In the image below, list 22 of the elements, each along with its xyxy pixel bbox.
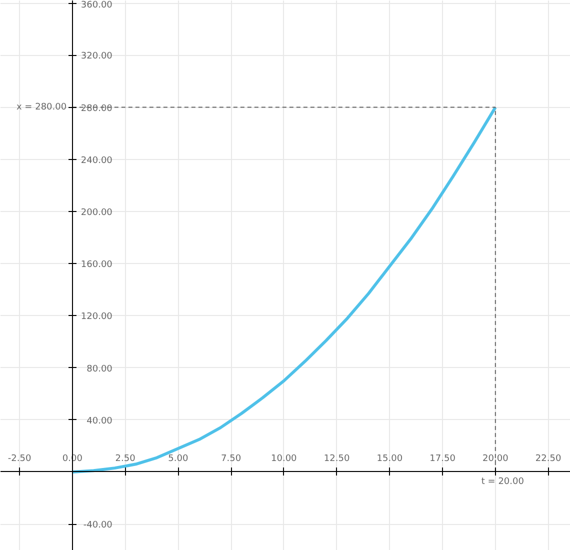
y-tick-label: 40.00 — [86, 416, 113, 426]
ref-line-label: x = 280.00 — [16, 102, 67, 112]
x-tick-label: 2.50 — [115, 454, 136, 464]
x-tick-label: 7.50 — [221, 454, 242, 464]
y-tick-label: 80.00 — [86, 364, 113, 374]
x-tick-label: 20.00 — [482, 454, 509, 464]
ref-line-label: t = 20.00 — [481, 476, 524, 487]
y-tick-label: 280.00 — [80, 104, 113, 114]
y-tick-label: 160.00 — [80, 260, 113, 270]
y-tick-label: 120.00 — [80, 312, 113, 322]
y-tick-label: -40.00 — [83, 520, 113, 531]
x-tick-label: 17.50 — [430, 454, 456, 464]
y-tick-label: 360.00 — [80, 0, 113, 10]
x-tick-label: 15.00 — [376, 454, 403, 464]
x-tick-label: -2.50 — [8, 454, 32, 464]
x-tick-label: 10.00 — [271, 454, 298, 464]
y-tick-label: 240.00 — [80, 156, 113, 166]
x-tick-label: 5.00 — [168, 454, 188, 464]
y-tick-label: 200.00 — [80, 208, 113, 218]
y-tick-label: 320.00 — [80, 52, 113, 62]
x-tick-label: 22.50 — [535, 454, 562, 464]
x-tick-label: 12.50 — [324, 454, 350, 464]
